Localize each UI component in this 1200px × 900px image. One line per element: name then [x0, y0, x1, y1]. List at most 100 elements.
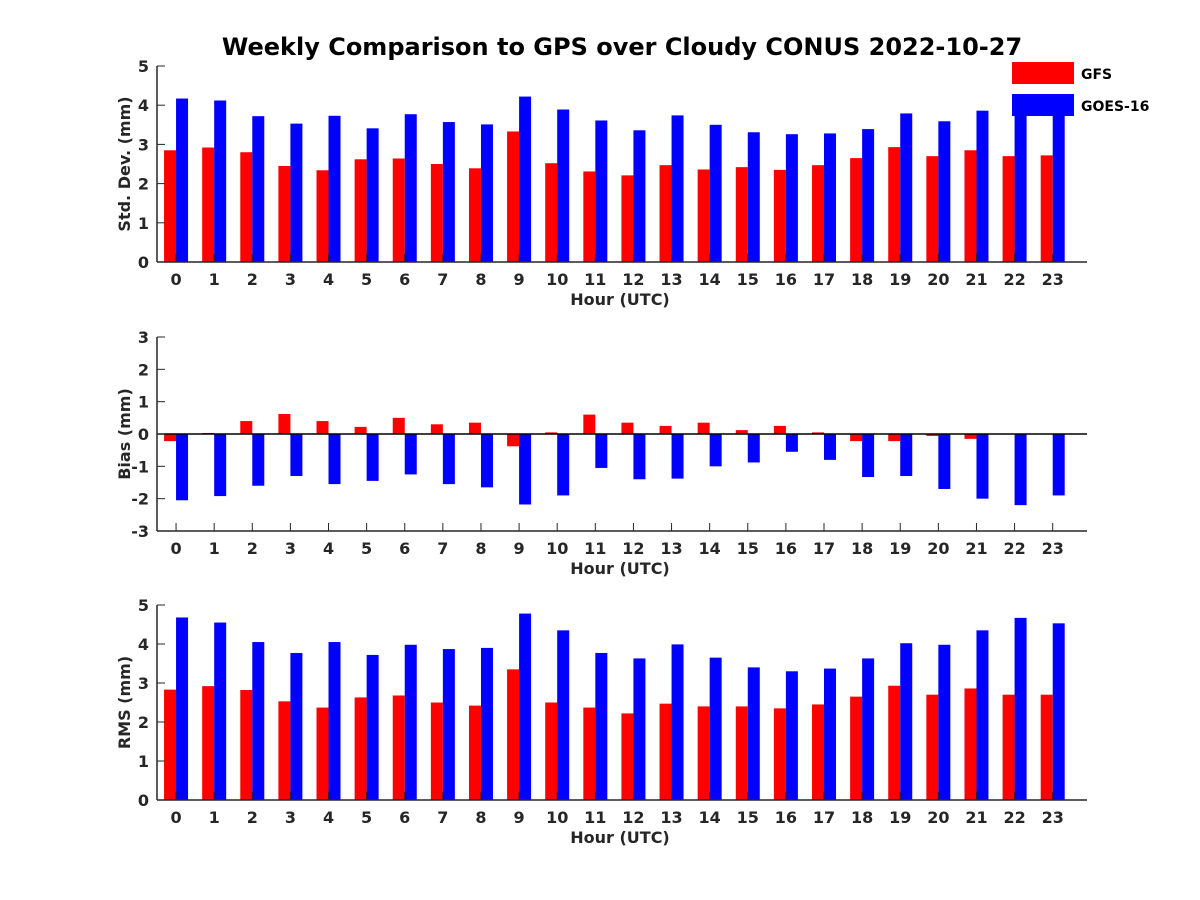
x-axis-label: Hour (UTC): [570, 290, 670, 309]
series-goes-16: [176, 96, 1065, 263]
x-tick-label: 11: [584, 539, 606, 558]
bar-goes-16-6: [404, 644, 417, 800]
y-tick-label: 1: [138, 393, 149, 412]
x-tick-label: 5: [361, 539, 372, 558]
bar-gfs-17: [812, 704, 825, 800]
bar-goes-16-9: [519, 96, 532, 263]
x-tick-label: 11: [584, 270, 606, 289]
bar-goes-16-16: [785, 134, 798, 262]
x-tick-label: 23: [1042, 270, 1064, 289]
bar-goes-16-2: [252, 434, 265, 486]
series-goes-16: [176, 613, 1065, 800]
bar-goes-16-17: [824, 668, 837, 800]
x-tick-label: 2: [247, 539, 258, 558]
bar-goes-16-13: [671, 434, 684, 479]
legend-swatch-gfs: [1012, 62, 1074, 84]
bar-gfs-19: [888, 434, 901, 442]
bar-gfs-23: [1040, 155, 1053, 262]
bar-gfs-18: [850, 158, 863, 262]
x-tick-label: 23: [1042, 539, 1064, 558]
bar-gfs-12: [621, 713, 634, 800]
bar-goes-16-14: [709, 124, 722, 262]
bar-gfs-9: [507, 434, 520, 447]
x-tick-label: 21: [965, 539, 987, 558]
bar-goes-16-20: [938, 434, 951, 489]
bar-gfs-20: [926, 694, 939, 800]
bar-gfs-22: [1002, 156, 1015, 262]
x-tick-label: 18: [851, 539, 873, 558]
bar-gfs-0: [164, 150, 177, 262]
bar-goes-16-16: [785, 434, 798, 452]
bar-gfs-10: [545, 432, 558, 434]
bar-goes-16-12: [633, 658, 646, 800]
bar-gfs-6: [392, 695, 405, 800]
y-tick-label: -2: [131, 490, 149, 509]
bar-goes-16-4: [328, 642, 341, 800]
bar-goes-16-17: [824, 133, 837, 262]
bar-gfs-3: [278, 413, 291, 434]
x-tick-label: 23: [1042, 808, 1064, 827]
bar-goes-16-19: [900, 643, 913, 800]
bar-goes-16-8: [480, 124, 493, 263]
bar-goes-16-1: [214, 434, 227, 497]
bar-goes-16-17: [824, 434, 837, 460]
bar-gfs-9: [507, 669, 520, 800]
x-tick-label: 7: [437, 539, 448, 558]
y-axis-label: Std. Dev. (mm): [115, 96, 134, 231]
bar-goes-16-0: [176, 434, 189, 501]
y-tick-label: 1: [138, 752, 149, 771]
series-gfs: [164, 413, 977, 447]
x-tick-label: 3: [285, 808, 296, 827]
x-tick-label: 6: [399, 270, 410, 289]
x-tick-label: 21: [965, 808, 987, 827]
bar-gfs-20: [926, 434, 939, 436]
x-tick-label: 9: [514, 270, 525, 289]
bar-goes-16-21: [976, 630, 989, 800]
x-tick-label: 16: [775, 270, 797, 289]
bar-goes-16-13: [671, 115, 684, 262]
bar-gfs-2: [240, 690, 253, 800]
bar-gfs-17: [812, 432, 825, 434]
bar-goes-16-9: [519, 434, 532, 505]
bar-gfs-7: [430, 424, 443, 434]
bar-gfs-14: [697, 706, 710, 800]
bar-gfs-11: [583, 707, 596, 800]
bar-goes-16-19: [900, 113, 913, 262]
x-tick-label: 1: [209, 270, 220, 289]
bar-gfs-6: [392, 158, 405, 262]
y-tick-label: 2: [138, 175, 149, 194]
bar-gfs-9: [507, 131, 520, 262]
bar-goes-16-3: [290, 123, 303, 263]
bar-goes-16-6: [404, 114, 417, 262]
bar-goes-16-23: [1052, 434, 1065, 496]
bar-goes-16-13: [671, 644, 684, 800]
x-tick-label: 17: [813, 808, 835, 827]
bar-gfs-20: [926, 156, 939, 262]
x-tick-label: 0: [170, 270, 181, 289]
x-tick-label: 5: [361, 270, 372, 289]
x-tick-label: 20: [927, 539, 949, 558]
x-tick-label: 19: [889, 270, 911, 289]
bar-gfs-7: [430, 164, 443, 262]
legend-swatch-goes-16: [1012, 94, 1074, 116]
bar-goes-16-15: [747, 667, 760, 800]
bar-gfs-5: [354, 159, 367, 262]
x-tick-label: 17: [813, 539, 835, 558]
x-tick-label: 6: [399, 539, 410, 558]
x-tick-label: 10: [546, 808, 568, 827]
bar-goes-16-16: [785, 671, 798, 800]
bar-gfs-21: [964, 434, 977, 439]
x-axis-label: Hour (UTC): [570, 559, 670, 578]
bar-gfs-22: [1002, 694, 1015, 800]
y-tick-label: 3: [138, 674, 149, 693]
bar-goes-16-19: [900, 434, 913, 477]
bar-goes-16-10: [557, 109, 570, 263]
y-tick-label: 5: [138, 57, 149, 76]
y-axis-label: RMS (mm): [115, 656, 134, 749]
bar-gfs-5: [354, 697, 367, 800]
bar-goes-16-18: [862, 129, 875, 262]
x-tick-label: 13: [660, 808, 682, 827]
